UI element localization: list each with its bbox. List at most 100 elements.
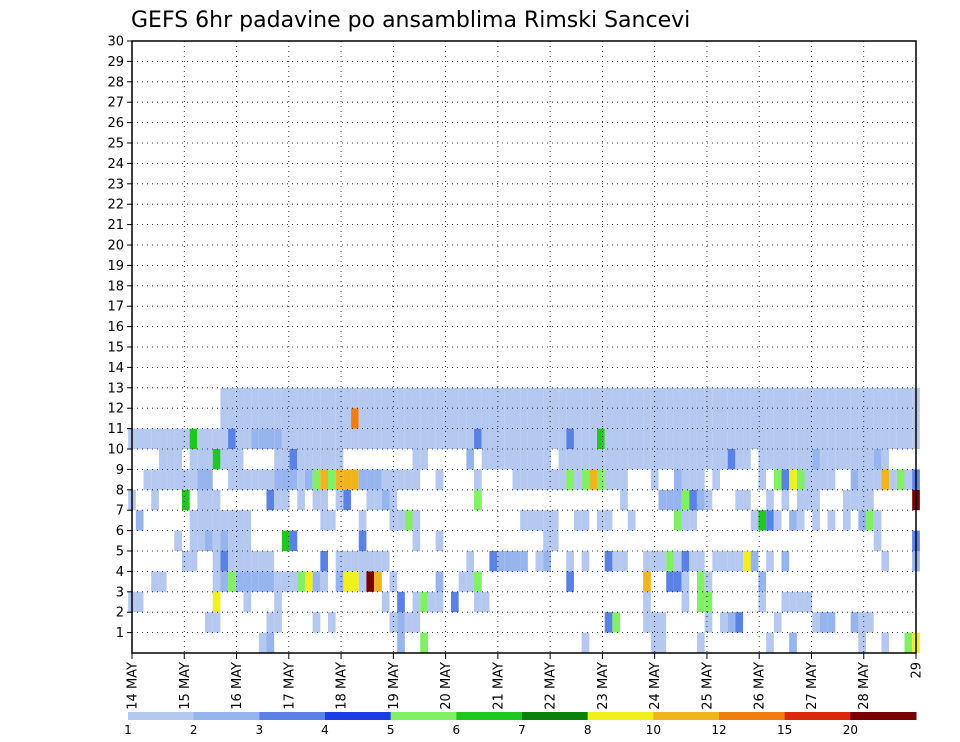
heatmap-cell <box>796 489 805 511</box>
heatmap-cell <box>604 428 613 449</box>
heatmap-cell <box>650 428 659 449</box>
x-tick-label: 28 MAY <box>857 662 872 710</box>
heatmap-cell <box>620 408 628 429</box>
heatmap-cell <box>812 510 820 531</box>
heatmap-cell <box>266 428 275 449</box>
heatmap-cell <box>773 408 782 429</box>
heatmap-cell <box>743 408 751 429</box>
heatmap-cell <box>635 428 644 449</box>
heatmap-cell <box>796 408 805 429</box>
heatmap-cell <box>766 408 774 429</box>
heatmap-cell <box>320 510 328 531</box>
heatmap-cell <box>366 408 375 429</box>
heatmap-cell <box>228 469 236 490</box>
heatmap-cell <box>612 612 621 633</box>
heatmap-cell <box>550 530 559 551</box>
heatmap-cell <box>712 408 720 429</box>
heatmap-cell <box>328 408 336 429</box>
heatmap-cell <box>566 551 574 572</box>
y-tick-label: 20 <box>107 239 124 254</box>
heatmap-cell <box>297 387 305 409</box>
heatmap-cell <box>281 489 290 511</box>
heatmap-cell <box>604 510 613 531</box>
heatmap-cell <box>358 387 367 409</box>
heatmap-cell <box>205 489 213 511</box>
heatmap-cell <box>812 489 820 511</box>
heatmap-cell <box>643 449 651 470</box>
heatmap-cell <box>573 428 582 449</box>
heatmap-cell <box>789 428 797 449</box>
heatmap-cell <box>243 387 252 409</box>
heatmap-cell <box>258 571 267 592</box>
heatmap-cell <box>789 510 797 531</box>
heatmap-cell <box>819 612 828 633</box>
heatmap-cell <box>312 449 321 470</box>
heatmap-cell <box>135 428 144 449</box>
heatmap-cell <box>489 408 498 429</box>
heatmap-cell <box>558 469 567 490</box>
heatmap-cell <box>704 489 713 511</box>
heatmap-cell <box>720 449 728 470</box>
heatmap-cell <box>443 387 451 409</box>
heatmap-cell <box>673 571 682 592</box>
heatmap-cell <box>404 408 413 429</box>
heatmap-cell <box>850 612 859 633</box>
heatmap-cell <box>666 428 674 449</box>
heatmap-cell <box>151 571 159 592</box>
heatmap-cell <box>251 571 259 592</box>
heatmap-cell <box>681 408 690 429</box>
heatmap-cell <box>819 449 828 470</box>
heatmap-cell <box>512 408 521 429</box>
heatmap-cell <box>420 428 428 449</box>
heatmap-cell <box>781 387 790 409</box>
heatmap-cell <box>274 428 282 449</box>
colorbar-label: 2 <box>190 723 198 737</box>
heatmap-cell <box>481 387 490 409</box>
heatmap-cell <box>404 510 413 531</box>
heatmap-cell <box>643 551 651 572</box>
heatmap-cell <box>658 612 667 633</box>
heatmap-cell <box>643 571 651 592</box>
heatmap-cell <box>320 428 328 449</box>
heatmap-cell <box>412 591 421 613</box>
heatmap-cell <box>205 612 213 633</box>
heatmap-cell <box>858 489 867 511</box>
heatmap-cell <box>228 510 236 531</box>
colorbar-label: 5 <box>387 723 395 737</box>
heatmap-cell <box>389 408 398 429</box>
heatmap-cell <box>658 489 667 511</box>
heatmap-cell <box>235 449 244 470</box>
heatmap-cell <box>466 449 475 470</box>
heatmap-cell <box>328 449 336 470</box>
heatmap-cell <box>896 428 905 449</box>
heatmap-cell <box>228 530 236 551</box>
heatmap-cell <box>520 428 528 449</box>
heatmap-cell <box>404 469 413 490</box>
heatmap-cell <box>720 408 728 429</box>
heatmap-cell <box>773 428 782 449</box>
heatmap-cell <box>320 387 328 409</box>
heatmap-cell <box>304 571 313 592</box>
heatmap-cell <box>397 612 405 633</box>
heatmap-cell <box>543 428 551 449</box>
heatmap-cell <box>881 408 890 429</box>
heatmap-cell <box>543 449 551 470</box>
heatmap-cell <box>297 408 305 429</box>
heatmap-cell <box>658 449 667 470</box>
heatmap-cell <box>335 551 344 572</box>
heatmap-cell <box>304 428 313 449</box>
heatmap-cell <box>758 510 767 531</box>
heatmap-cell <box>504 387 513 409</box>
y-tick-label: 5 <box>116 545 124 560</box>
heatmap-cell <box>720 612 728 633</box>
heatmap-cell <box>158 571 167 592</box>
heatmap-cell <box>427 387 436 409</box>
heatmap-cell <box>835 408 843 429</box>
heatmap-cell <box>681 449 690 470</box>
heatmap-cell <box>358 510 367 531</box>
colorbar-swatch <box>653 712 720 720</box>
heatmap-cell <box>643 387 651 409</box>
heatmap-cell <box>458 428 467 449</box>
heatmap-cell <box>304 408 313 429</box>
heatmap-cell <box>781 428 790 449</box>
